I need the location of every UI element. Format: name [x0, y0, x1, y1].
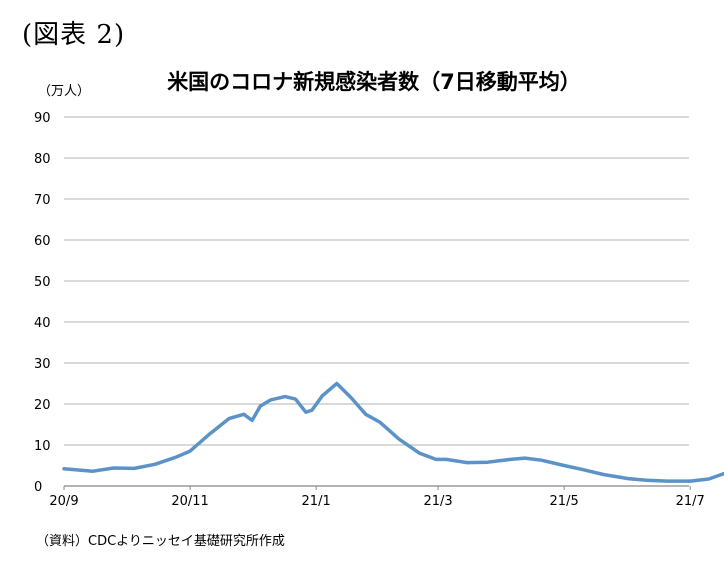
x-tick-label: 20/11 — [171, 494, 208, 509]
y-tick-label: 90 — [34, 111, 51, 126]
y-tick-label: 10 — [34, 439, 51, 454]
y-tick-label: 30 — [34, 357, 51, 372]
chart-title: 米国のコロナ新規感染者数（7日移動平均） — [167, 70, 581, 94]
x-tick-label: 20/9 — [49, 494, 78, 509]
y-tick-label: 80 — [34, 152, 51, 167]
y-tick-label: 20 — [34, 398, 51, 413]
x-tick-label: 21/3 — [423, 494, 452, 509]
source-note: （資料）CDCよりニッセイ基礎研究所作成 — [36, 534, 285, 549]
series-line-0 — [62, 381, 724, 483]
x-tick-label: 21/1 — [302, 494, 331, 509]
x-axis: 20/920/1121/121/321/521/721/921/1122/122… — [49, 486, 705, 509]
figure-label: (図表 2) — [22, 20, 126, 50]
y-unit-label: （万人） — [38, 84, 91, 99]
y-tick-label: 70 — [34, 193, 51, 208]
y-tick-label: 60 — [34, 234, 51, 249]
y-axis-ticks: 0 10 20 30 40 50 60 70 80 90 — [34, 111, 51, 495]
y-tick-label: 0 — [34, 480, 42, 495]
x-tick-label: 21/5 — [550, 494, 579, 509]
gridlines — [64, 116, 689, 487]
y-tick-label: 50 — [34, 275, 51, 290]
series-lines — [62, 381, 724, 483]
y-tick-label: 40 — [34, 316, 51, 331]
x-tick-label: 21/7 — [676, 494, 705, 509]
